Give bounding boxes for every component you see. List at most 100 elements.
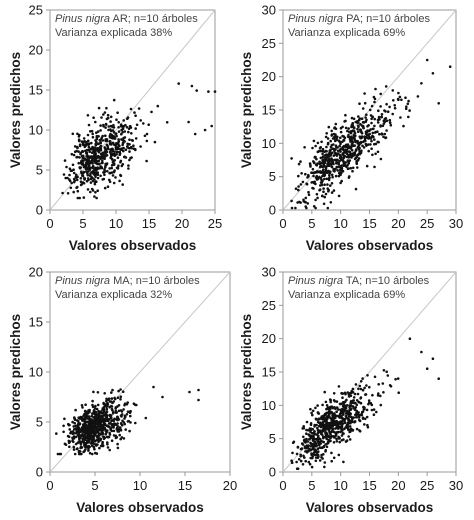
data-point <box>124 148 128 151</box>
data-point <box>338 413 342 416</box>
data-point <box>316 176 320 180</box>
data-point <box>329 433 332 436</box>
data-point <box>314 155 317 159</box>
data-point <box>99 174 102 178</box>
data-point <box>318 188 321 192</box>
data-point <box>300 447 304 450</box>
data-point <box>100 165 103 169</box>
data-point <box>81 434 84 438</box>
data-point <box>99 129 102 132</box>
data-point <box>357 157 361 160</box>
data-point <box>314 459 318 463</box>
data-point <box>64 443 68 447</box>
data-point <box>103 111 107 114</box>
data-point <box>129 107 133 111</box>
data-point <box>382 122 386 125</box>
data-point <box>84 410 88 414</box>
data-point <box>377 383 381 386</box>
x-tick-label: 5 <box>308 478 315 493</box>
data-point <box>99 124 102 127</box>
data-point <box>87 163 91 167</box>
data-point <box>323 465 326 469</box>
data-point <box>156 104 160 108</box>
data-point <box>366 129 369 132</box>
data-point <box>118 150 122 154</box>
data-point <box>142 122 145 125</box>
data-point <box>68 173 71 177</box>
data-point <box>353 401 356 405</box>
data-point <box>98 446 101 450</box>
data-point <box>313 180 317 184</box>
data-point <box>337 408 340 411</box>
data-point <box>350 145 354 148</box>
data-point <box>370 408 374 412</box>
data-point <box>92 429 95 432</box>
data-point <box>84 403 87 407</box>
data-point <box>324 400 328 404</box>
data-point <box>100 424 103 428</box>
data-point <box>342 413 345 416</box>
data-point <box>111 148 114 152</box>
data-point <box>339 427 343 430</box>
y-tick-label: 20 <box>262 331 276 346</box>
data-point <box>290 461 294 465</box>
data-point <box>290 157 293 160</box>
data-point <box>335 152 339 155</box>
data-point <box>372 408 376 411</box>
data-point <box>350 130 353 134</box>
data-point <box>133 403 137 407</box>
data-point <box>399 116 402 119</box>
data-point <box>313 425 316 428</box>
data-point <box>323 160 327 164</box>
data-point <box>327 413 331 417</box>
x-axis-label: Valores observados <box>306 500 434 515</box>
data-point <box>323 390 327 394</box>
data-point <box>367 133 370 137</box>
data-point <box>361 144 364 148</box>
data-point <box>322 173 325 176</box>
data-point <box>315 192 319 196</box>
data-point <box>78 439 81 443</box>
data-point <box>95 131 98 134</box>
data-point <box>407 115 410 119</box>
data-point <box>360 117 364 120</box>
data-point <box>94 142 97 146</box>
data-point <box>139 145 142 148</box>
data-point <box>309 448 313 452</box>
data-point <box>109 152 113 155</box>
data-point <box>126 116 130 119</box>
data-point <box>361 120 365 124</box>
data-point <box>360 410 364 414</box>
data-point <box>345 150 349 154</box>
data-point <box>388 121 392 124</box>
data-point <box>303 146 306 149</box>
data-point <box>90 435 93 438</box>
data-point <box>331 158 335 162</box>
data-point <box>322 168 325 171</box>
data-point <box>102 410 106 413</box>
data-point <box>55 432 58 435</box>
data-point <box>370 139 373 143</box>
data-point <box>97 425 101 428</box>
data-point <box>299 453 303 457</box>
data-point <box>97 148 100 152</box>
site-sample-size: AR; n=10 árboles <box>110 13 198 25</box>
data-point <box>101 159 104 163</box>
data-point <box>311 413 314 417</box>
data-point <box>325 445 329 449</box>
y-tick-label: 5 <box>36 163 43 178</box>
data-point <box>315 453 318 457</box>
data-point <box>324 413 327 417</box>
data-point <box>374 87 377 91</box>
data-point <box>104 165 107 169</box>
data-point <box>400 98 403 102</box>
data-point <box>68 167 72 170</box>
data-point <box>90 423 93 426</box>
data-point <box>76 145 79 149</box>
data-point <box>86 439 89 443</box>
data-point <box>353 139 357 142</box>
data-point <box>366 423 369 427</box>
data-point <box>329 400 333 404</box>
data-point <box>357 125 360 129</box>
data-point <box>336 146 339 149</box>
